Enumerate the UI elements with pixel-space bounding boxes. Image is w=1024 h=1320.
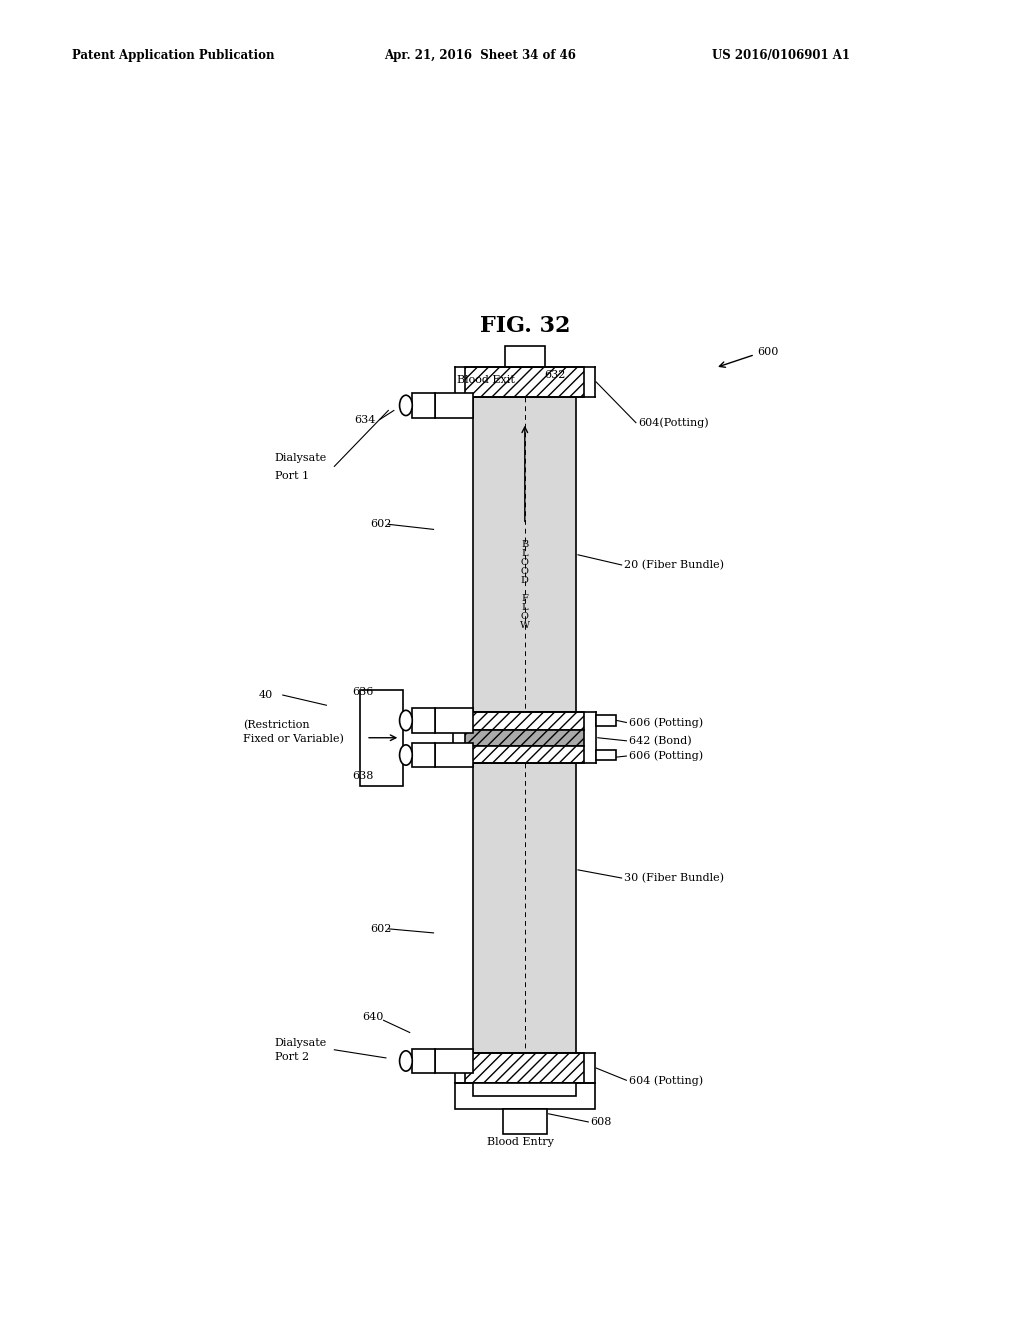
- Ellipse shape: [399, 1051, 413, 1071]
- Text: Patent Application Publication: Patent Application Publication: [72, 49, 274, 62]
- Text: Port 1: Port 1: [274, 470, 309, 480]
- Bar: [455, 1084, 595, 1109]
- Text: 606 (Potting): 606 (Potting): [629, 717, 702, 727]
- Ellipse shape: [399, 395, 413, 416]
- Text: Fixed or Variable): Fixed or Variable): [243, 734, 344, 744]
- Bar: [596, 715, 616, 726]
- Text: (Restriction: (Restriction: [243, 721, 309, 731]
- Bar: [473, 1084, 577, 1096]
- Bar: [413, 709, 435, 733]
- Bar: [465, 730, 585, 746]
- Bar: [435, 1049, 473, 1073]
- Bar: [413, 1049, 435, 1073]
- Text: 30 (Fiber Bundle): 30 (Fiber Bundle): [624, 873, 724, 883]
- Bar: [465, 746, 585, 763]
- Text: Blood Exit: Blood Exit: [458, 375, 515, 385]
- Text: 634: 634: [354, 414, 376, 425]
- Bar: [465, 1053, 585, 1084]
- Text: Dialysate: Dialysate: [274, 1038, 327, 1048]
- Bar: [503, 1109, 547, 1134]
- Bar: [435, 393, 473, 417]
- Text: Blood Entry: Blood Entry: [487, 1138, 554, 1147]
- Bar: [413, 393, 435, 417]
- Text: 606 (Potting): 606 (Potting): [629, 751, 702, 762]
- Text: 40: 40: [259, 690, 273, 700]
- Text: 604 (Potting): 604 (Potting): [629, 1074, 702, 1085]
- Text: Apr. 21, 2016  Sheet 34 of 46: Apr. 21, 2016 Sheet 34 of 46: [384, 49, 575, 62]
- Text: Dialysate: Dialysate: [274, 453, 327, 463]
- Text: 604(Potting): 604(Potting): [638, 417, 709, 428]
- Text: 638: 638: [352, 771, 373, 781]
- Bar: [413, 743, 435, 767]
- Text: 602: 602: [370, 924, 391, 933]
- Bar: [465, 367, 585, 397]
- Bar: [435, 709, 473, 733]
- Bar: [433, 750, 454, 760]
- Bar: [473, 397, 577, 713]
- Bar: [473, 763, 577, 1053]
- Text: 20 (Fiber Bundle): 20 (Fiber Bundle): [624, 560, 724, 570]
- Bar: [433, 715, 454, 726]
- Text: 640: 640: [362, 1012, 383, 1022]
- Text: B
L
O
O
D
 
F
L
O
W: B L O O D F L O W: [520, 540, 529, 630]
- Text: US 2016/0106901 A1: US 2016/0106901 A1: [712, 49, 850, 62]
- Bar: [505, 346, 545, 367]
- Text: FIG. 32: FIG. 32: [479, 315, 570, 337]
- Text: 636: 636: [352, 686, 373, 697]
- Text: 608: 608: [591, 1117, 612, 1127]
- Ellipse shape: [399, 744, 413, 766]
- Text: Port 2: Port 2: [274, 1052, 309, 1061]
- Bar: [435, 743, 473, 767]
- Ellipse shape: [399, 710, 413, 731]
- Text: 642 (Bond): 642 (Bond): [629, 735, 691, 746]
- Bar: [465, 713, 585, 730]
- Text: 600: 600: [758, 347, 778, 356]
- Bar: [359, 690, 403, 785]
- Text: 632: 632: [544, 370, 565, 380]
- Text: 602: 602: [370, 519, 391, 529]
- Bar: [596, 750, 616, 760]
